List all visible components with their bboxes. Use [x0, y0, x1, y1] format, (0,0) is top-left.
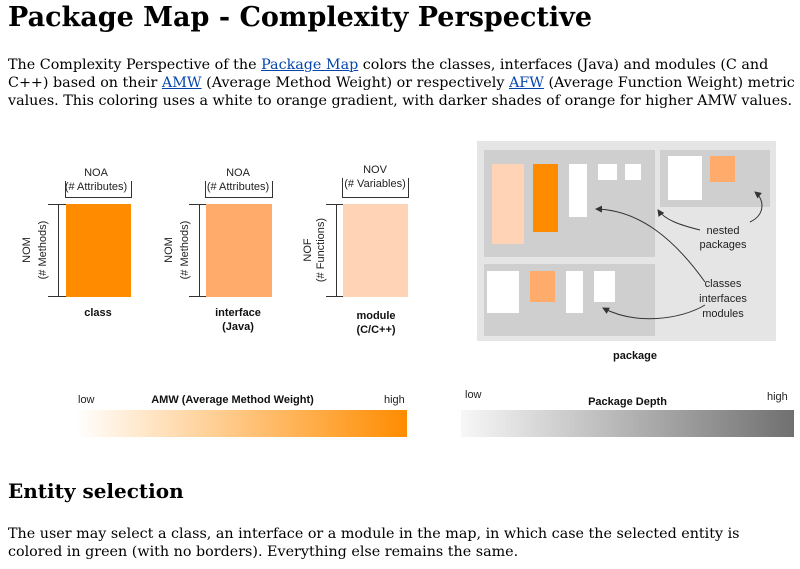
nested-label-2: packages: [699, 239, 747, 251]
amw-low-label: low: [78, 394, 95, 406]
class-noa-sub: (# Attributes): [64, 181, 128, 193]
package-white-5: [487, 271, 519, 313]
nested-arrow-2: [749, 191, 763, 223]
intro-text-2: colors the classes, interfaces (Java) an…: [8, 57, 769, 91]
class-label: class: [84, 307, 112, 319]
package-class-1: [533, 164, 558, 232]
class-height-arrow: [58, 204, 59, 296]
module-box: [343, 204, 408, 297]
interface-label-java: (Java): [222, 321, 254, 333]
module-width-arrow: [342, 197, 409, 198]
package-map-link[interactable]: Package Map: [261, 57, 359, 73]
depth-low-label: low: [465, 389, 482, 401]
interface-noa-sub: (# Attributes): [206, 181, 270, 193]
depth-high-label: high: [767, 391, 788, 403]
afw-link[interactable]: AFW: [508, 75, 544, 91]
intro-text-1: The Complexity Perspective of the: [8, 57, 262, 73]
classes-label-2: interfaces: [699, 293, 747, 305]
interface-label: interface: [215, 307, 261, 319]
classes-arrow-1: [595, 205, 706, 283]
entity-selection-heading: Entity selection: [8, 479, 184, 503]
amw-high-label: high: [384, 394, 405, 406]
class-box: [66, 204, 131, 297]
class-width-arrow: [65, 197, 132, 198]
intro-text-4: (Average Function Weight) metric values.…: [8, 75, 795, 109]
amw-gradient-bar: [75, 410, 407, 437]
entity-selection-text: The user may select a class, an interfac…: [8, 526, 740, 560]
nested-arrow-1: [657, 209, 701, 231]
module-nov-label: NOV: [363, 164, 387, 176]
amw-legend-title: AMW (Average Method Weight): [151, 394, 314, 406]
depth-gradient-bar: [461, 410, 794, 437]
package-label: package: [612, 350, 658, 362]
nested-label-1: nested: [706, 225, 740, 237]
package-interface-2: [710, 156, 735, 182]
intro-paragraph: The Complexity Perspective of the Packag…: [8, 56, 798, 110]
interface-box: [206, 204, 272, 297]
amw-link[interactable]: AMW: [161, 75, 202, 91]
page-title: Package Map - Complexity Perspective: [8, 2, 593, 33]
classes-arrow-2: [602, 304, 706, 320]
nested-label: nested packages: [680, 224, 766, 252]
intro-text-3: (Average Method Weight) or respectively: [201, 75, 509, 91]
module-label: module: [356, 310, 396, 322]
interface-width-arrow: [205, 197, 273, 198]
classes-label-3: modules: [702, 308, 744, 320]
package-interface-1: [530, 271, 555, 302]
package-white-3: [625, 164, 641, 180]
classes-label-1: classes: [704, 278, 742, 290]
package-white-2: [598, 164, 617, 180]
module-label-cc: (C/C++): [356, 324, 396, 336]
package-white-7: [594, 271, 615, 302]
depth-legend-title: Package Depth: [588, 396, 667, 408]
package-white-6: [566, 271, 583, 313]
interface-noa-label: NOA: [226, 167, 250, 179]
class-noa-label: NOA: [84, 167, 108, 179]
interface-height-arrow: [199, 204, 200, 296]
module-nov-sub: (# Variables): [344, 178, 406, 190]
package-white-4: [668, 156, 702, 200]
package-white-1: [569, 164, 587, 217]
classes-label: classes interfaces modules: [680, 277, 766, 322]
module-height-arrow: [336, 204, 337, 296]
package-module-1: [492, 164, 524, 244]
